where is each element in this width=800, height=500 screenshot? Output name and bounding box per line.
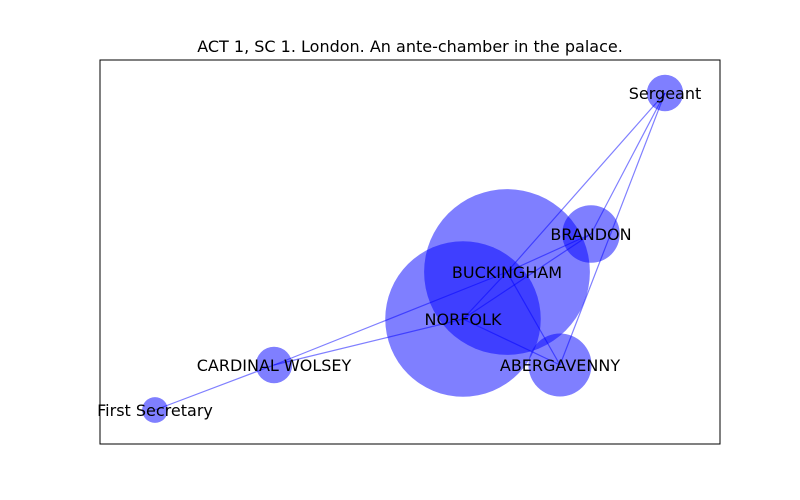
node-label-brandon: BRANDON [550,225,631,244]
nodes-layer [142,74,684,423]
node-brandon [562,205,620,263]
node-label-buckingham: BUCKINGHAM [452,263,562,282]
node-label-cardinal-wolsey: CARDINAL WOLSEY [197,356,352,375]
node-abergavenny [528,333,592,397]
node-label-first-secretary: First Secretary [97,401,213,420]
labels-layer: BUCKINGHAM NORFOLK BRANDON ABERGAVENNY Serge… [97,84,701,420]
figure-title: ACT 1, SC 1. London. An ante-chamber in … [197,37,623,56]
edge-cardinal-wolsey-first-secretary [154,364,275,411]
node-cardinal-wolsey [255,346,293,384]
node-label-sergeant: Sergeant [629,84,702,103]
node-first-secretary [142,397,168,423]
node-label-norfolk: NORFOLK [425,310,502,329]
node-norfolk [385,241,541,397]
node-label-abergavenny: ABERGAVENNY [500,356,620,375]
axes-frame [99,59,721,445]
node-sergeant [646,74,684,112]
